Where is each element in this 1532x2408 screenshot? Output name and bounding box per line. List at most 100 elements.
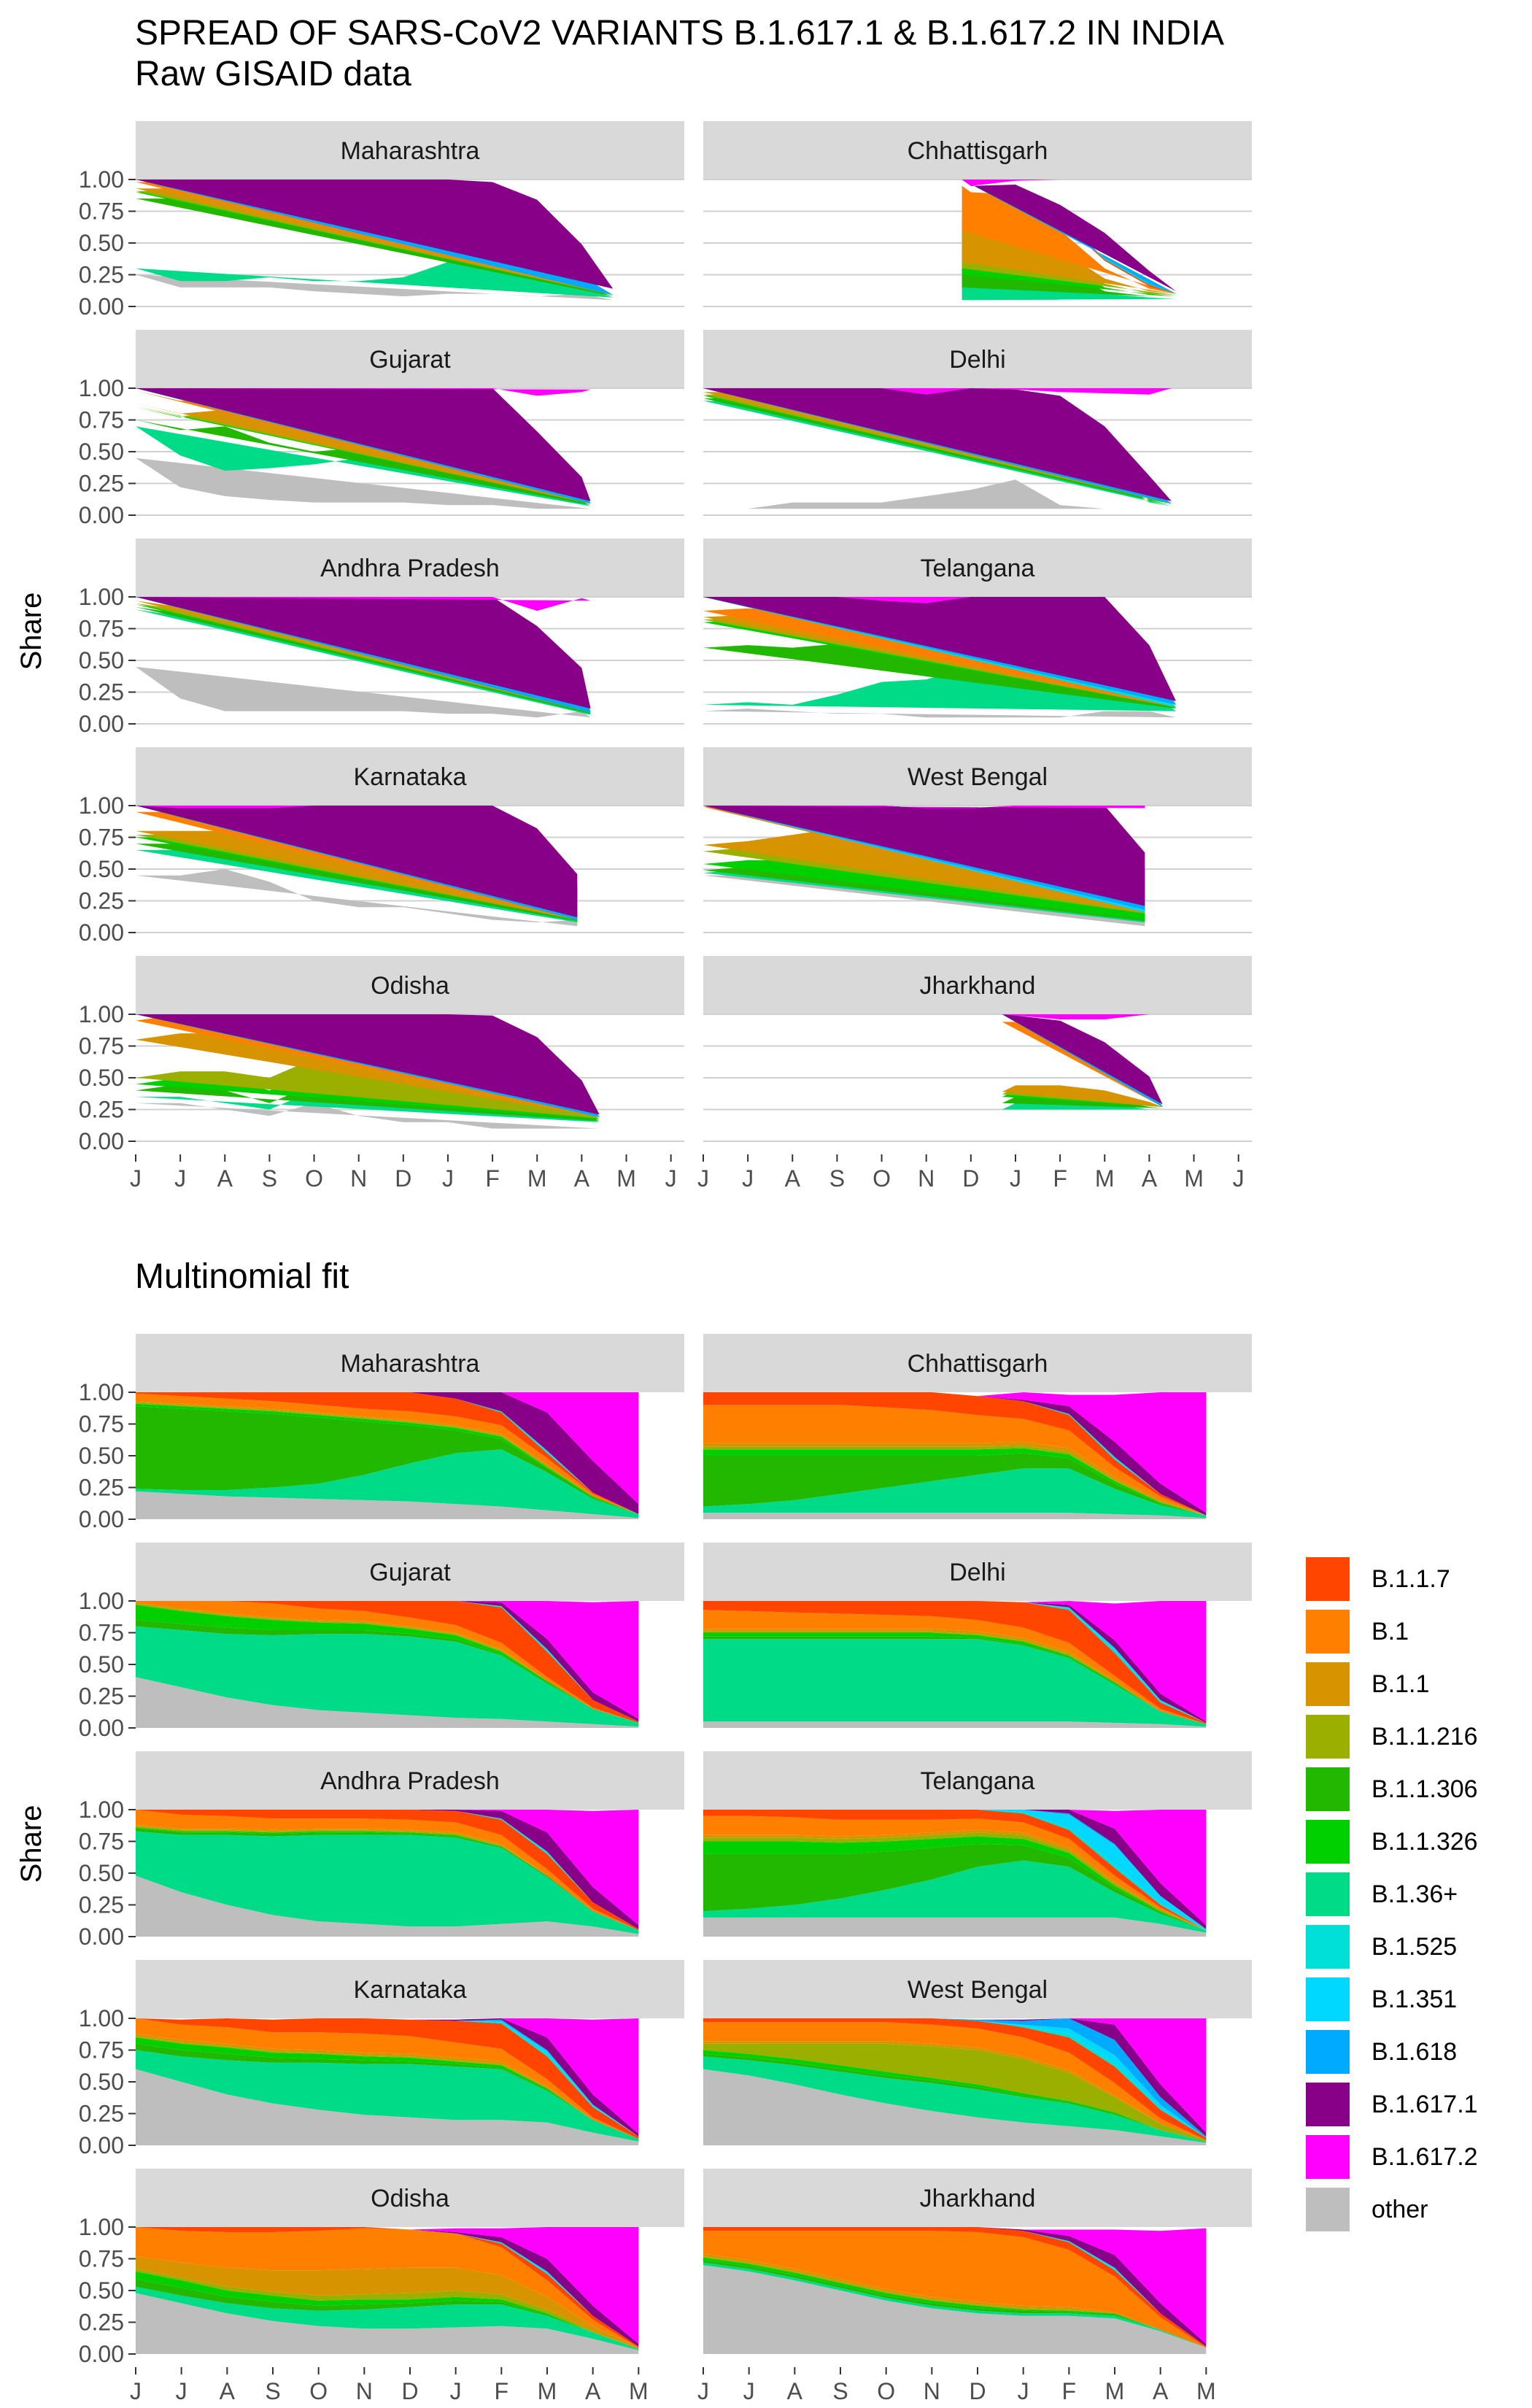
area-b-1-617-2 [703,1392,1207,1513]
legend-label: B.1.36+ [1372,1880,1458,1908]
area-b-1-36 [136,1831,639,1934]
facet-strip [136,2169,684,2227]
facet-strip [703,1334,1252,1392]
x-tick-label: A [787,2378,803,2404]
area-b-1 [136,2227,639,2348]
area-other [703,1513,1207,1519]
facet-west-bengal: West Bengal [703,747,1252,933]
legend-item: B.1.1.326 [1306,1815,1525,1868]
facet-strip [136,121,684,180]
area-b-1 [703,1815,1207,1931]
legend-label: B.1 [1372,1618,1409,1645]
area-b-1-1-326 [703,860,1145,920]
y-tick-label: 0.25 [79,2309,124,2336]
area-b-1-1-216 [703,394,1172,504]
x-tick-label: D [401,2378,418,2404]
area-b-1-1-7 [703,2018,1207,2140]
y-tick-label: 0.50 [79,230,124,256]
x-tick-label: J [1010,1165,1021,1192]
legend-key [1306,1925,1350,1969]
y-tick-label: 0.25 [79,1892,124,1918]
area-b-1-36 [703,1468,1207,1518]
area-b-1-617-2 [136,1601,639,1719]
area-b-1-1 [136,2033,639,2139]
area-b-1-1-306 [136,2043,639,2139]
legend-key [1306,1557,1350,1601]
facet-label: Delhi [949,346,1005,374]
x-tick-label: J [697,1165,709,1192]
area-b-1-1-326 [703,1448,1207,1516]
facet-strip [703,2169,1252,2227]
area-b-1-1-326 [136,2037,639,2139]
area-other [136,458,591,509]
area-other [136,1875,639,1937]
y-tick-label: 0.25 [79,679,124,706]
legend-label: other [1372,2196,1428,2223]
area-b-1-1-306 [703,1453,1207,1516]
raw-data-subtitle: Raw GISAID data [135,55,411,93]
x-tick-label: D [969,2378,986,2404]
x-tick-label: S [829,1165,845,1192]
area-b-1 [136,182,614,296]
facet-strip [136,1334,684,1392]
y-tick-label: 0.75 [79,407,124,433]
y-tick-label: 0.75 [79,198,124,225]
facet-chhattisgarh: Chhattisgarh [703,121,1252,307]
x-tick-label: M [1184,1165,1204,1192]
facet-label: Odisha [371,972,449,1000]
area-b-1-617-1 [1002,1014,1163,1105]
chart-multinomial-fit: Maharashtra 0.00 0.25 0.50 0.75 1.00 Chhattisg… [15,1334,1252,2404]
legend-item: B.1.36+ [1306,1868,1525,1921]
x-tick-label: O [309,2378,328,2404]
y-tick-label: 0.50 [79,2069,124,2095]
y-tick-label: 0.25 [79,888,124,914]
legend-item: other [1306,2183,1525,2236]
facet-label: West Bengal [908,1976,1048,2004]
facet-maharashtra: Maharashtra 0.00 0.25 0.50 0.75 1.00 [79,1334,684,1532]
area-b-1-1 [703,2041,1207,2140]
area-b-1-617-2 [136,806,578,809]
x-tick-label: A [1153,2378,1169,2404]
y-tick-label: 0.50 [79,1065,124,1091]
facet-label: Delhi [949,1559,1005,1586]
y-tick-label: 1.00 [79,2214,124,2240]
projection-shade [647,1392,684,1519]
legend-key [1306,2188,1350,2231]
area-b-1-36 [136,1449,639,1518]
projection-shade [1215,1601,1252,1728]
facet-strip [136,1751,684,1810]
x-tick-label: F [1062,2378,1077,2404]
area-other [703,709,1177,718]
facet-strip [703,330,1252,388]
area-other [703,1721,1207,1728]
legend-label: B.1.1.326 [1372,1828,1478,1856]
facet-label: Andhra Pradesh [320,555,500,582]
facet-strip [703,1751,1252,1810]
y-tick-label: 0.00 [79,2132,124,2158]
area-other [703,2069,1207,2145]
area-b-1-1 [136,188,614,296]
x-tick-label: M [616,1165,636,1192]
area-b-1-617-2 [703,1810,1207,1926]
facet-strip [136,1960,684,2018]
area-b-1-617-1 [136,388,591,501]
area-b-1-617-1 [703,388,1172,501]
x-tick-label: J [1233,1165,1245,1192]
area-b-1-1-7 [136,2018,639,2139]
legend-item: B.1.1.216 [1306,1710,1525,1763]
y-tick-label: 1.00 [79,2005,124,2031]
legend-key [1306,1820,1350,1864]
legend-item: B.1.617.2 [1306,2131,1525,2183]
facet-karnataka: Karnataka 0.00 0.25 0.50 0.75 1.00 [79,1960,684,2158]
area-b-1-1-306 [136,198,614,297]
y-tick-label: 1.00 [79,375,124,401]
area-b-1-617-2 [136,1392,639,1505]
facet-strip [703,121,1252,180]
area-b-1-36 [136,1626,639,1727]
area-b-1-1-306 [703,866,1145,922]
legend-key [1306,1715,1350,1759]
facet-label: Andhra Pradesh [320,1767,500,1795]
x-tick-label: F [1053,1165,1067,1192]
x-tick-label: F [485,1165,500,1192]
y-tick-label: 0.75 [79,2037,124,2064]
